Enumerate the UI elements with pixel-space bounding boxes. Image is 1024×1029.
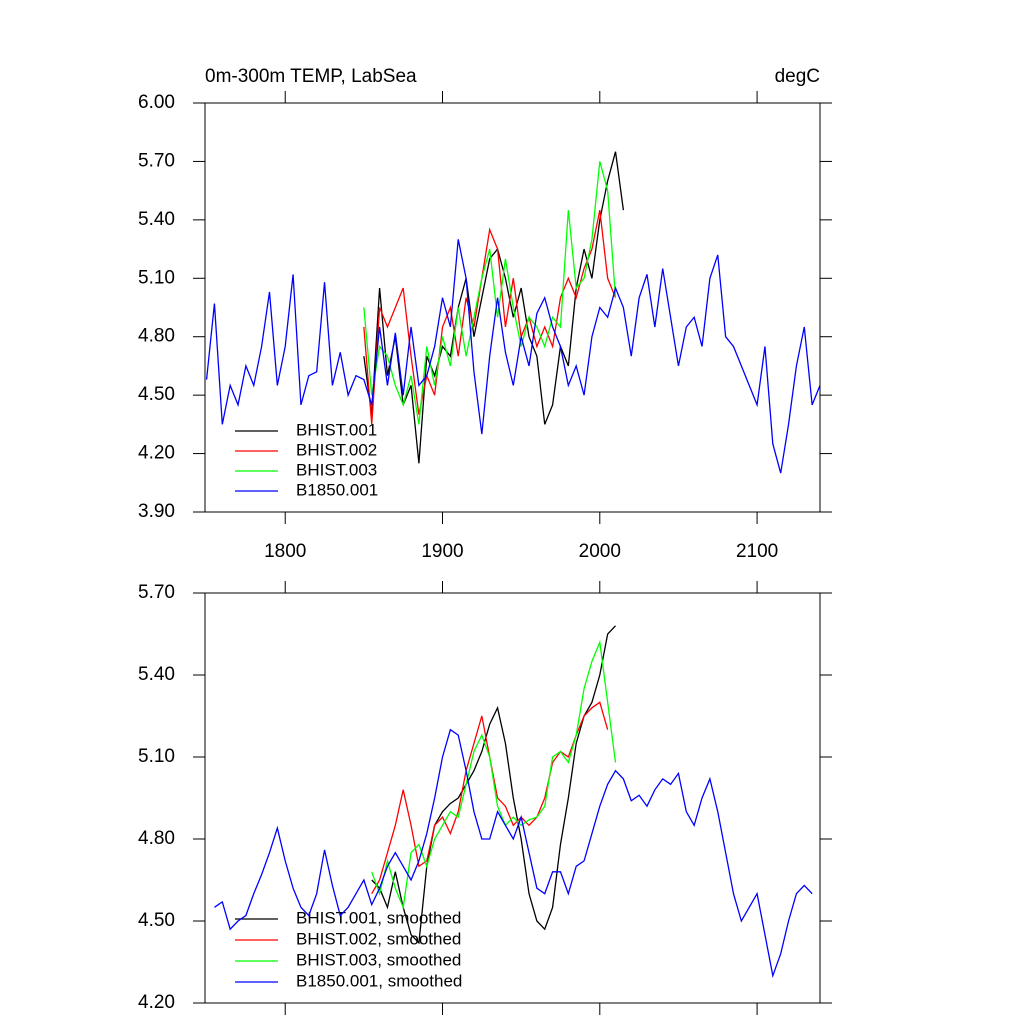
- series-line: [205, 239, 820, 474]
- chart-title: 0m-300m TEMP, LabSea: [205, 66, 417, 87]
- y-tick-label: 5.10: [138, 746, 175, 767]
- y-tick-label: 4.80: [138, 326, 175, 347]
- y-tick-label: 5.40: [138, 664, 175, 685]
- y-tick-label: 5.70: [138, 150, 175, 171]
- y-tick-label: 5.40: [138, 209, 175, 230]
- y-tick-label: 5.10: [138, 267, 175, 288]
- series-line: [371, 639, 617, 910]
- y-tick-label: 5.70: [138, 582, 175, 603]
- series-line: [371, 625, 616, 945]
- legend-label: B1850.001, smoothed: [296, 971, 462, 990]
- y-tick-label: 4.80: [138, 828, 175, 849]
- legend-label: BHIST.003: [296, 460, 377, 479]
- plot-frame: [204, 592, 821, 1004]
- x-tick-label: 2000: [579, 541, 621, 562]
- legend-label: BHIST.001: [296, 420, 377, 439]
- legend-label: BHIST.003, smoothed: [296, 950, 461, 969]
- legend-label: BHIST.001, smoothed: [296, 908, 461, 927]
- plot-frame: [204, 102, 821, 513]
- series-line: [371, 701, 609, 894]
- units-label: degC: [775, 66, 820, 87]
- series-line: [363, 209, 617, 425]
- series-line: [363, 151, 625, 464]
- x-tick-label: 1800: [264, 541, 306, 562]
- y-tick-label: 3.90: [138, 501, 175, 522]
- y-tick-label: 4.20: [138, 443, 175, 464]
- x-tick-label: 2100: [736, 541, 778, 562]
- y-tick-label: 4.20: [138, 992, 175, 1013]
- legend-label: BHIST.002, smoothed: [296, 929, 461, 948]
- y-tick-label: 6.00: [138, 92, 175, 113]
- y-tick-label: 4.50: [138, 384, 175, 405]
- y-tick-label: 4.50: [138, 910, 175, 931]
- series-line: [363, 161, 617, 425]
- series-line: [214, 728, 813, 979]
- x-tick-label: 1900: [421, 541, 463, 562]
- legend-label: BHIST.002: [296, 440, 377, 459]
- legend-label: B1850.001: [296, 480, 378, 499]
